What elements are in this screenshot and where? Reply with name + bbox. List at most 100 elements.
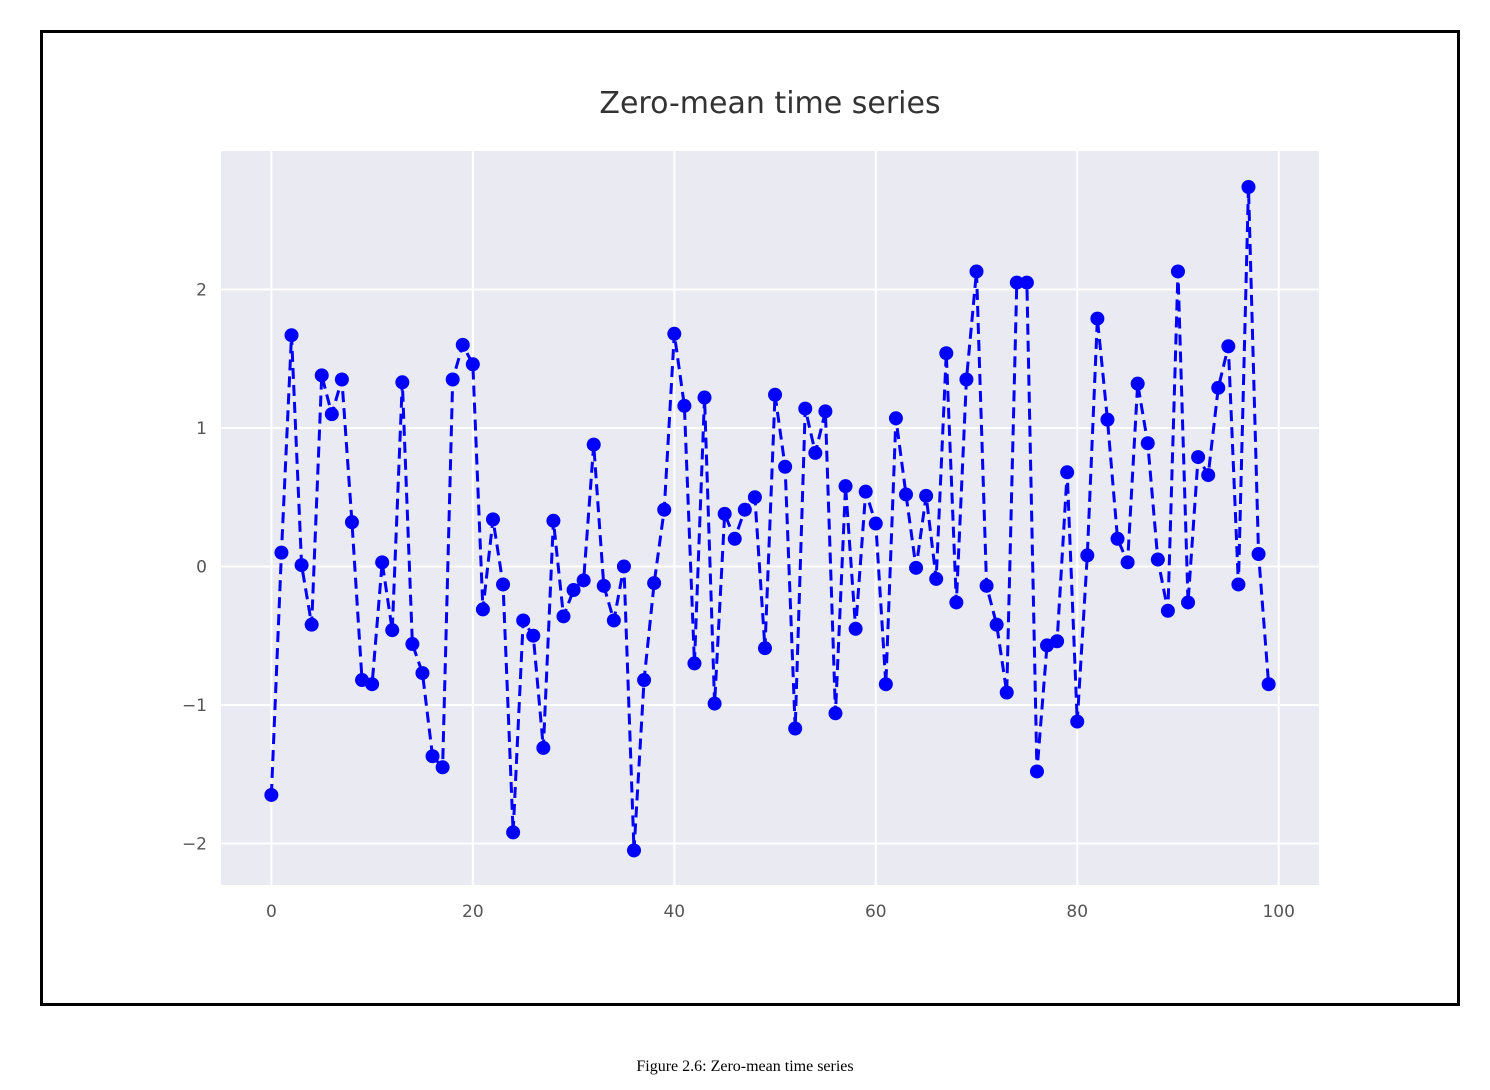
data-point xyxy=(1170,264,1185,279)
data-point xyxy=(808,445,823,460)
data-point xyxy=(274,545,289,560)
data-point xyxy=(445,372,460,387)
data-point xyxy=(596,578,611,593)
y-tick-label: 0 xyxy=(196,557,207,577)
data-point xyxy=(778,459,793,474)
x-tick-label: 80 xyxy=(1066,902,1088,922)
data-point xyxy=(657,502,672,517)
data-point xyxy=(1221,339,1236,354)
data-point xyxy=(284,328,299,343)
data-point xyxy=(707,696,722,711)
data-point xyxy=(677,398,692,413)
data-point xyxy=(1090,311,1105,326)
gridlines xyxy=(221,151,1319,885)
data-point xyxy=(516,613,531,628)
data-point xyxy=(485,512,500,527)
data-point xyxy=(1231,577,1246,592)
data-point xyxy=(848,621,863,636)
series-markers xyxy=(264,180,1276,858)
data-point xyxy=(405,637,420,652)
y-tick-label: 1 xyxy=(196,419,207,439)
y-tick-label: 2 xyxy=(196,280,207,300)
data-point xyxy=(1110,531,1125,546)
data-point xyxy=(304,617,319,632)
data-point xyxy=(395,375,410,390)
data-point xyxy=(828,706,843,721)
data-point xyxy=(757,641,772,656)
y-tick-label: −1 xyxy=(182,696,207,716)
data-point xyxy=(1070,714,1085,729)
y-tick-label: −2 xyxy=(182,834,207,854)
data-point xyxy=(465,357,480,372)
data-point xyxy=(1191,450,1206,465)
data-point xyxy=(697,390,712,405)
data-point xyxy=(818,404,833,419)
data-point xyxy=(989,617,1004,632)
data-point xyxy=(949,595,964,610)
data-point xyxy=(637,673,652,688)
data-point xyxy=(415,666,430,681)
plot-area xyxy=(221,151,1319,885)
data-point xyxy=(616,559,631,574)
data-point xyxy=(768,387,783,402)
data-point xyxy=(496,577,511,592)
data-point xyxy=(939,346,954,361)
data-point xyxy=(909,560,924,575)
data-point xyxy=(314,368,329,383)
x-tick-label: 20 xyxy=(462,902,484,922)
data-point xyxy=(1009,275,1024,290)
data-point xyxy=(1080,548,1095,563)
data-point xyxy=(1150,552,1165,567)
data-point xyxy=(717,506,732,521)
chart-title: Zero-mean time series xyxy=(599,86,940,121)
x-tick-label: 100 xyxy=(1262,902,1294,922)
chart: 0 20 40 60 80 100 2 1 0 −1 −2 Zero-mean time serie… xyxy=(182,86,1319,922)
data-point xyxy=(737,502,752,517)
figure-caption: Figure 2.6: Zero-mean time series xyxy=(636,1058,854,1075)
data-point xyxy=(1261,677,1276,692)
data-point xyxy=(858,484,873,499)
data-point xyxy=(868,516,883,531)
data-point xyxy=(1050,634,1065,649)
data-point xyxy=(576,573,591,588)
data-point xyxy=(1100,412,1115,427)
data-point xyxy=(566,583,581,598)
data-point xyxy=(344,515,359,530)
data-point xyxy=(919,488,934,503)
data-point xyxy=(1029,764,1044,779)
data-point xyxy=(1201,468,1216,483)
data-point xyxy=(1181,595,1196,610)
data-point xyxy=(929,571,944,586)
data-point xyxy=(334,372,349,387)
series-line xyxy=(269,186,1271,851)
data-point xyxy=(647,576,662,591)
data-point xyxy=(425,749,440,764)
data-point xyxy=(1120,555,1135,570)
data-point xyxy=(838,479,853,494)
data-point xyxy=(526,628,541,643)
data-point xyxy=(375,555,390,570)
data-point xyxy=(1241,180,1256,195)
data-point xyxy=(475,602,490,617)
data-point xyxy=(1130,376,1145,391)
data-point xyxy=(1060,465,1075,480)
data-point xyxy=(324,407,339,422)
tick-labels: 0 20 40 60 80 100 2 1 0 −1 −2 xyxy=(182,280,1295,922)
data-point xyxy=(798,401,813,416)
data-point xyxy=(898,487,913,502)
data-point xyxy=(556,609,571,624)
data-point xyxy=(1251,547,1266,562)
data-point xyxy=(687,656,702,671)
data-point xyxy=(727,531,742,546)
data-point xyxy=(365,677,380,692)
data-point xyxy=(1211,380,1226,395)
data-point xyxy=(546,513,561,528)
data-point xyxy=(878,677,893,692)
data-point xyxy=(455,337,470,352)
x-tick-label: 60 xyxy=(865,902,887,922)
data-point xyxy=(1019,275,1034,290)
data-point xyxy=(435,760,450,775)
x-tick-label: 0 xyxy=(266,902,277,922)
data-point xyxy=(788,721,803,736)
data-point xyxy=(385,623,400,638)
